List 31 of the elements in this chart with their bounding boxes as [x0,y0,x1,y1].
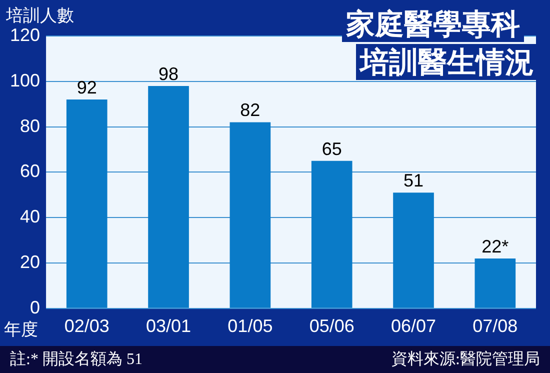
data-label: 92 [76,78,97,98]
source-note: 資料來源:醫院管理局 [392,350,540,370]
y-tick-label: 120 [10,24,40,45]
y-tick-label: 40 [20,206,40,227]
bar [66,100,108,308]
x-tick-label: 06/07 [390,316,436,336]
bar [474,258,516,308]
x-axis-title: 年度 [4,319,38,341]
y-tick-label: 60 [20,161,40,182]
x-tick-label: 02/03 [64,316,110,336]
bar [148,86,189,308]
data-label: 22* [482,236,509,256]
text: 註:* 開設名額為 51 [10,350,142,370]
bar [230,122,271,308]
data-label: 98 [158,64,179,84]
y-tick-label: 20 [20,252,40,272]
x-tick-label: 05/06 [309,316,354,336]
bar [393,192,434,308]
chart-title: 家庭醫學專科 [342,6,524,42]
bar [311,160,352,308]
x-tick-label: 03/01 [146,316,192,336]
data-label: 65 [322,138,342,159]
x-tick-label: 07/08 [472,316,518,336]
data-label: 82 [240,100,260,120]
chart-subtitle: 培訓醫生情況 [356,44,538,80]
data-label: 51 [403,170,424,191]
y-tick-label: 80 [20,116,40,136]
y-tick-label: 100 [10,70,40,90]
x-tick-label: 01/05 [228,316,273,336]
y-axis-title: 培訓人數 [6,5,74,27]
y-tick-label: 0 [30,297,40,318]
